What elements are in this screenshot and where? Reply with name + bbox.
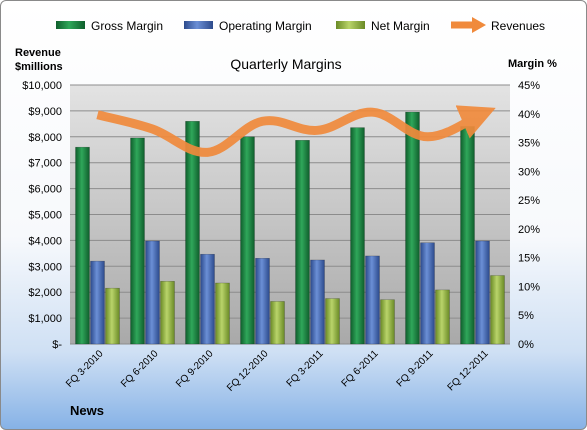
right-tick-label: 20% <box>518 224 540 236</box>
category-tick-label: FQ 6-2010 <box>119 348 161 390</box>
right-tick-label: 45% <box>518 80 540 92</box>
bar-operating-margin <box>145 240 160 345</box>
right-tick-label: 0% <box>518 339 534 351</box>
legend-swatch-net-margin <box>336 21 365 29</box>
left-tick-label: $3,000 <box>28 261 62 273</box>
bar-gross-margin <box>350 127 365 345</box>
legend-label-revenues: Revenues <box>491 19 545 33</box>
right-tick-label: 15% <box>518 253 540 265</box>
revenue-line <box>96 105 496 157</box>
bar-gross-margin <box>460 126 475 345</box>
right-tick-label: 30% <box>518 166 540 178</box>
right-tick-label: 40% <box>518 109 540 121</box>
bar-net-margin <box>380 299 395 345</box>
bar-gross-margin <box>75 146 90 345</box>
bar-gross-margin <box>185 121 200 345</box>
legend-label-net-margin: Net Margin <box>371 19 430 33</box>
revenue-line-path <box>96 105 496 157</box>
footer-text: News <box>70 403 104 418</box>
right-axis-title: Margin % <box>508 58 557 70</box>
bar-gross-margin <box>295 140 310 345</box>
category-tick-label: FQ 3-2010 <box>64 348 106 390</box>
category-tick-label: FQ 3-2011 <box>285 348 326 389</box>
left-tick-label: $4,000 <box>28 235 62 247</box>
legend-arrow-revenues <box>472 17 486 33</box>
right-tick-label: 5% <box>518 310 534 322</box>
left-tick-label: $1,000 <box>28 313 62 325</box>
left-tick-label: $8,000 <box>28 132 62 144</box>
bar-net-margin <box>160 281 175 345</box>
right-tick-label: 10% <box>518 281 540 293</box>
left-axis-title-line1: Revenue <box>15 47 61 59</box>
right-axis-ticks: 0% 5% 10% 15% 20% 25% 30% 35% 40% 45% <box>518 80 540 351</box>
bar-net-margin <box>270 301 285 345</box>
right-tick-label: 25% <box>518 195 540 207</box>
bar-operating-margin <box>475 240 490 345</box>
left-tick-label: $10,000 <box>22 80 62 92</box>
category-tick-label: FQ 12-2010 <box>225 348 271 394</box>
legend-label-operating-margin: Operating Margin <box>219 19 312 33</box>
bar-operating-margin <box>420 242 435 345</box>
bar-net-margin <box>325 298 340 345</box>
legend-swatch-gross-margin <box>56 21 85 29</box>
category-tick-label: FQ 12-2011 <box>446 348 491 393</box>
category-tick-label: FQ 9-2011 <box>395 348 436 389</box>
left-tick-label: $2,000 <box>28 287 62 299</box>
bar-operating-margin <box>365 255 380 345</box>
left-axis-title-line2: $millions <box>15 61 63 73</box>
bar-operating-margin <box>255 257 270 345</box>
left-tick-label: $9,000 <box>28 106 62 118</box>
bar-operating-margin <box>90 260 105 345</box>
legend: Gross Margin Operating Margin Net Margin… <box>56 17 545 33</box>
left-tick-label: $- <box>52 339 62 351</box>
bar-net-margin <box>490 275 505 345</box>
left-tick-label: $7,000 <box>28 158 62 170</box>
legend-swatch-operating-margin <box>184 21 213 29</box>
bar-net-margin <box>435 289 450 345</box>
bar-operating-margin <box>310 259 325 345</box>
bar-operating-margin <box>200 253 215 345</box>
bar-net-margin <box>105 287 120 345</box>
left-tick-label: $6,000 <box>28 184 62 196</box>
bar-gross-margin <box>240 136 255 345</box>
bar-gross-margin <box>405 111 420 345</box>
category-tick-label: FQ 6-2011 <box>340 348 381 389</box>
category-tick-label: FQ 9-2010 <box>174 348 216 390</box>
category-axis-ticks: FQ 3-2010 FQ 6-2010 FQ 9-2010 FQ 12-2010 FQ … <box>64 348 491 394</box>
bar-net-margin <box>215 282 230 345</box>
left-tick-label: $5,000 <box>28 210 62 222</box>
bar-gross-margin <box>130 137 145 345</box>
left-axis-ticks: $- $1,000 $2,000 $3,000 $4,000 $5,000 $6,000 $7… <box>22 80 62 351</box>
chart-title: Quarterly Margins <box>230 56 341 72</box>
legend-label-gross-margin: Gross Margin <box>91 19 163 33</box>
bar-marks <box>75 111 505 345</box>
right-tick-label: 35% <box>518 138 540 150</box>
